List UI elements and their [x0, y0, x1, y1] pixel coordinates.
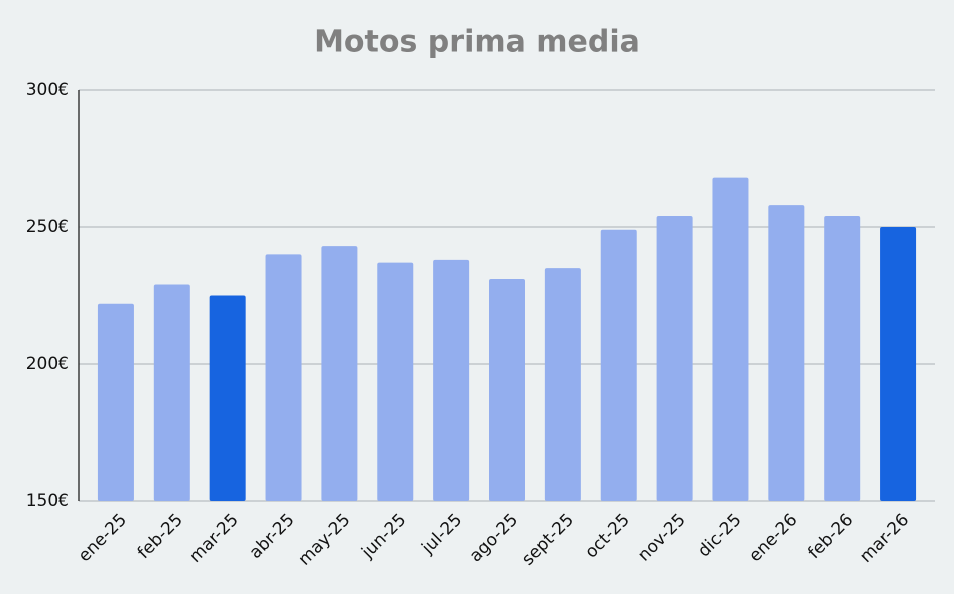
- x-tick-label: sept-25: [518, 510, 578, 570]
- x-tick-label: nov-25: [634, 510, 690, 566]
- bar: [768, 205, 805, 501]
- x-tick-label: may-25: [295, 510, 355, 570]
- bar: [656, 216, 693, 502]
- x-tick-label: oct-25: [581, 510, 633, 562]
- bar: [377, 262, 414, 501]
- y-tick-label: 250€: [26, 217, 69, 237]
- bar: [153, 284, 190, 501]
- bar: [433, 259, 470, 501]
- x-tick-label: abr-25: [246, 510, 299, 563]
- bar: [544, 268, 581, 501]
- x-tick-label: dic-25: [694, 510, 745, 561]
- bar: [712, 177, 749, 501]
- bar: [824, 216, 861, 502]
- chart-title: Motos prima media: [314, 25, 640, 60]
- y-tick-label: 300€: [26, 80, 69, 100]
- x-tick-label: mar-25: [186, 510, 243, 567]
- x-tick-label: mar-26: [856, 510, 913, 567]
- x-tick-label: ene-26: [745, 510, 801, 566]
- x-tick-label: jun-25: [357, 510, 410, 563]
- x-tick-label: feb-25: [134, 510, 187, 563]
- bar: [600, 229, 637, 502]
- y-tick-label: 150€: [26, 491, 69, 511]
- x-tick-label: jul-25: [417, 510, 466, 559]
- bar: [265, 254, 302, 501]
- bar: [97, 303, 134, 501]
- bar: [321, 246, 358, 501]
- x-tick-label: ene-25: [75, 510, 131, 566]
- x-tick-label: feb-26: [804, 510, 857, 563]
- x-tick-label: ago-25: [466, 510, 522, 566]
- bar: [209, 295, 246, 501]
- bar: [880, 227, 917, 501]
- bar: [489, 279, 525, 501]
- y-tick-label: 200€: [26, 354, 69, 374]
